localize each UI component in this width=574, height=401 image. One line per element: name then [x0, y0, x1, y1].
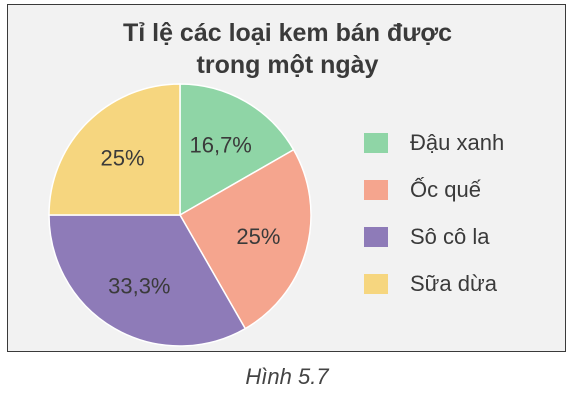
pie-label-sua-dua: 25%	[101, 146, 145, 171]
legend-label-dau-xanh: Đậu xanh	[410, 130, 505, 155]
legend-item-oc-que: Ốc quế	[364, 176, 504, 204]
chart-frame: Tỉ lệ các loại kem bán được trong một ng…	[7, 4, 566, 352]
chart-title: Tỉ lệ các loại kem bán được trong một ng…	[8, 17, 565, 81]
pie-slice-sua-dua	[48, 83, 181, 216]
chart-title-line-2: trong một ngày	[196, 51, 379, 79]
chart-title-line-1: Tỉ lệ các loại kem bán được	[122, 19, 453, 47]
pie-label-dau-xanh: 16,7%	[189, 133, 251, 158]
legend: Đậu xanh Ốc quế Sô cô la Sữa dừa	[364, 129, 504, 317]
legend-swatch-so-co-la	[364, 227, 388, 247]
pie-chart: 16,7% 25% 33,3% 25%	[48, 83, 312, 347]
legend-item-dau-xanh: Đậu xanh	[364, 129, 504, 157]
legend-label-so-co-la: Sô cô la	[410, 224, 490, 249]
pie-slice-dau-xanh	[179, 83, 295, 217]
legend-item-sua-dua: Sữa dừa	[364, 270, 504, 298]
legend-swatch-dau-xanh	[364, 133, 388, 153]
pie-label-oc-que: 25%	[236, 224, 280, 249]
figure-caption: Hình 5.7	[245, 364, 329, 389]
legend-label-sua-dua: Sữa dừa	[410, 271, 497, 296]
legend-swatch-oc-que	[364, 180, 388, 200]
pie-slice-so-co-la	[48, 214, 247, 347]
pie-label-so-co-la: 33,3%	[108, 273, 170, 298]
legend-swatch-sua-dua	[364, 274, 388, 294]
legend-label-oc-que: Ốc quế	[410, 177, 481, 202]
pie-slice-oc-que	[178, 148, 312, 330]
legend-item-so-co-la: Sô cô la	[364, 223, 504, 251]
